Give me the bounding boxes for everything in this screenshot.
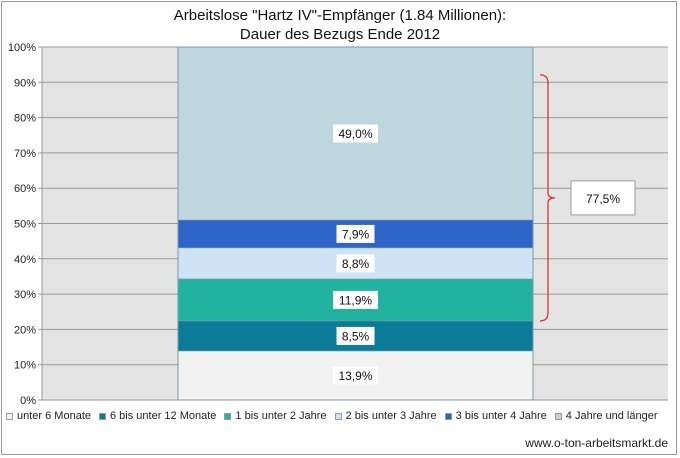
legend-item: unter 6 Monate <box>6 410 91 422</box>
chart-title-line2: Dauer des Bezugs Ende 2012 <box>239 26 441 43</box>
source-url: www.o-ton-arbeitsmarkt.de <box>525 436 668 450</box>
y-tick-label: 10% <box>14 360 36 372</box>
data-label-box <box>336 326 375 345</box>
legend-swatch <box>444 412 452 420</box>
bar-outline <box>177 46 534 401</box>
data-label: 13,9% <box>338 369 372 383</box>
legend-item: 3 bis unter 4 Jahre <box>444 410 547 422</box>
y-tick-label: 40% <box>14 254 36 266</box>
legend-label: 1 bis unter 2 Jahre <box>235 410 327 422</box>
legend-label: 2 bis unter 3 Jahre <box>345 410 437 422</box>
data-label: 49,0% <box>338 127 372 141</box>
data-label: 8,5% <box>342 329 370 343</box>
chart-title-line1: Arbeitslose "Hartz IV"-Empfänger (1.84 M… <box>173 7 507 24</box>
data-label-box <box>336 254 375 273</box>
y-tick-label: 0% <box>20 395 36 407</box>
annotation-label: 77,5% <box>586 192 620 206</box>
y-tick-label: 30% <box>14 289 36 301</box>
legend-item: 2 bis unter 3 Jahre <box>334 410 437 422</box>
data-label-box <box>333 290 378 309</box>
chart-legend: unter 6 Monate 6 bis unter 12 Monate 1 bis… <box>6 410 676 422</box>
legend-swatch <box>554 412 562 420</box>
data-label: 7,9% <box>342 227 370 241</box>
legend-item: 6 bis unter 12 Monate <box>99 410 216 422</box>
y-tick-label: 60% <box>14 183 36 195</box>
data-label-box <box>333 124 378 143</box>
y-tick-label: 20% <box>14 324 36 336</box>
legend-label: 3 bis unter 4 Jahre <box>455 410 547 422</box>
legend-label: unter 6 Monate <box>17 410 91 422</box>
y-tick-label: 80% <box>14 113 36 125</box>
data-label-box <box>336 224 375 243</box>
y-tick-label: 100% <box>8 42 36 54</box>
annotation-box <box>570 180 636 216</box>
legend-label: 4 Jahre und länger <box>565 410 658 422</box>
legend-swatch <box>99 412 106 420</box>
y-tick-label: 50% <box>14 219 36 231</box>
y-tick-label: 70% <box>14 148 36 160</box>
data-label: 8,8% <box>342 257 370 271</box>
legend-label: 6 bis unter 12 Monate <box>110 410 217 422</box>
legend-swatch <box>334 412 342 420</box>
data-label-box <box>333 366 378 385</box>
legend-swatch <box>224 412 232 420</box>
chart-title: Arbeitslose "Hartz IV"-Empfänger (1.84 M… <box>0 6 680 44</box>
legend-item: 4 Jahre und länger <box>554 410 658 422</box>
y-tick-label: 90% <box>14 77 36 89</box>
data-label: 11,9% <box>339 293 372 307</box>
legend-swatch <box>6 412 13 420</box>
legend-item: 1 bis unter 2 Jahre <box>224 410 327 422</box>
bracket-annotation <box>539 74 556 322</box>
